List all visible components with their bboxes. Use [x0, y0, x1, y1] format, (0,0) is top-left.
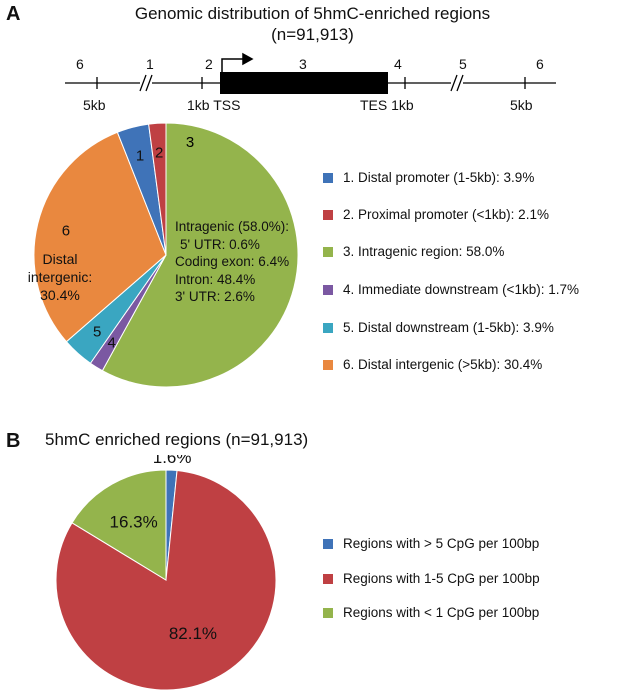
legend-swatch: [323, 284, 333, 295]
pie-slice: [33, 131, 167, 343]
pie-slice-label: 82.1%: [169, 624, 217, 643]
region-number-6-right: 6: [536, 56, 544, 72]
panel-a-title-line1: Genomic distribution of 5hmC-enriched re…: [134, 4, 491, 23]
intragenic-annotation-line: Intron: 48.4%: [175, 271, 256, 287]
pie-slice-label: 4: [107, 334, 115, 351]
pie-chart-b: 1.6% 82.1% 16.3%: [55, 455, 277, 691]
region-number-5: 5: [459, 56, 467, 72]
panel-b-title: 5hmC enriched regions (n=91,913): [45, 430, 309, 449]
label-5kb-right: 5kb: [510, 97, 533, 113]
intragenic-annotation: Intragenic (58.0%): 5' UTR: 0.6% Coding …: [175, 218, 289, 306]
pie-slice-label: 2: [155, 144, 163, 161]
legend-swatch: [323, 607, 333, 618]
pie-slice-label: 1: [136, 147, 144, 164]
pie-slice: [148, 122, 167, 256]
legend-swatch: [323, 359, 333, 370]
label-tes-1kb: TES 1kb: [360, 97, 414, 113]
legend-label: 4. Immediate downstream (<1kb): 1.7%: [343, 282, 579, 297]
legend-a-item: 5. Distal downstream (1-5kb): 3.9%: [323, 320, 554, 335]
region-number-1: 1: [146, 56, 154, 72]
pie-slice-label: 6: [62, 223, 70, 240]
label-1kb-tss: 1kb TSS: [187, 97, 241, 113]
region-number-6-left: 6: [76, 56, 84, 72]
axis-break-right: [450, 74, 464, 92]
legend-label: 3. Intragenic region: 58.0%: [343, 244, 505, 259]
legend-swatch: [323, 322, 333, 333]
legend-label: Regions with > 5 CpG per 100bp: [343, 536, 540, 551]
region-number-2: 2: [205, 56, 213, 72]
gene-body-box: [220, 72, 388, 94]
pie-slice-label: 1.6%: [153, 455, 192, 467]
legend-b-item: Regions with < 1 CpG per 100bp: [323, 605, 539, 620]
label-5kb-left: 5kb: [83, 97, 106, 113]
legend-swatch: [323, 573, 333, 584]
intragenic-annotation-line: Intragenic (58.0%):: [175, 219, 290, 234]
pie-slice: [101, 122, 299, 388]
axis-break-left: [139, 74, 153, 92]
pie-slice-label: 5: [93, 324, 101, 341]
legend-a-item: 6. Distal intergenic (>5kb): 30.4%: [323, 357, 542, 372]
legend-label: Regions with 1-5 CpG per 100bp: [343, 571, 540, 586]
panel-b-letter: B: [6, 430, 21, 452]
legend-swatch: [323, 246, 333, 257]
legend-a-item: 1. Distal promoter (1-5kb): 3.9%: [323, 170, 534, 185]
distal-intergenic-annotation-line: intergenic:: [27, 269, 93, 285]
legend-swatch: [323, 209, 333, 220]
legend-b-item: Regions with > 5 CpG per 100bp: [323, 536, 539, 551]
legend-label: 2. Proximal promoter (<1kb): 2.1%: [343, 207, 549, 222]
intragenic-annotation-line: 3' UTR: 2.6%: [175, 289, 255, 304]
panel-a-letter: A: [6, 3, 21, 25]
intragenic-annotation-line: 5' UTR: 0.6%: [180, 236, 260, 252]
region-number-3: 3: [299, 56, 307, 72]
distal-intergenic-annotation-line: 30.4%: [40, 287, 80, 303]
pie-chart-a: 45 6 1 2 3: [33, 122, 299, 388]
legend-a-item: 2. Proximal promoter (<1kb): 2.1%: [323, 207, 549, 222]
legend-swatch: [323, 538, 333, 549]
legend-label: 5. Distal downstream (1-5kb): 3.9%: [343, 320, 554, 335]
intragenic-annotation-line: Coding exon: 6.4%: [175, 254, 290, 269]
legend-swatch: [323, 172, 333, 183]
pie-slice-label: 3: [186, 134, 194, 151]
pie-slice: [71, 469, 167, 581]
distal-intergenic-annotation-line: Distal: [42, 251, 78, 267]
legend-label: Regions with < 1 CpG per 100bp: [343, 605, 540, 620]
panel-a-title-line2: (n=91,913): [271, 25, 354, 44]
legend-label: 6. Distal intergenic (>5kb): 30.4%: [343, 357, 543, 372]
gene-model-diagram: [65, 52, 556, 94]
tss-arrow: [221, 52, 254, 72]
legend-b-item: Regions with 1-5 CpG per 100bp: [323, 571, 540, 586]
distal-intergenic-annotation: Distal intergenic: 30.4%: [20, 250, 100, 304]
legend-a-item: 4. Immediate downstream (<1kb): 1.7%: [323, 282, 579, 297]
pie-slice-label: 16.3%: [110, 512, 158, 531]
legend-label: 1. Distal promoter (1-5kb): 3.9%: [343, 170, 535, 185]
region-number-4: 4: [394, 56, 402, 72]
legend-a-item: 3. Intragenic region: 58.0%: [323, 244, 504, 259]
